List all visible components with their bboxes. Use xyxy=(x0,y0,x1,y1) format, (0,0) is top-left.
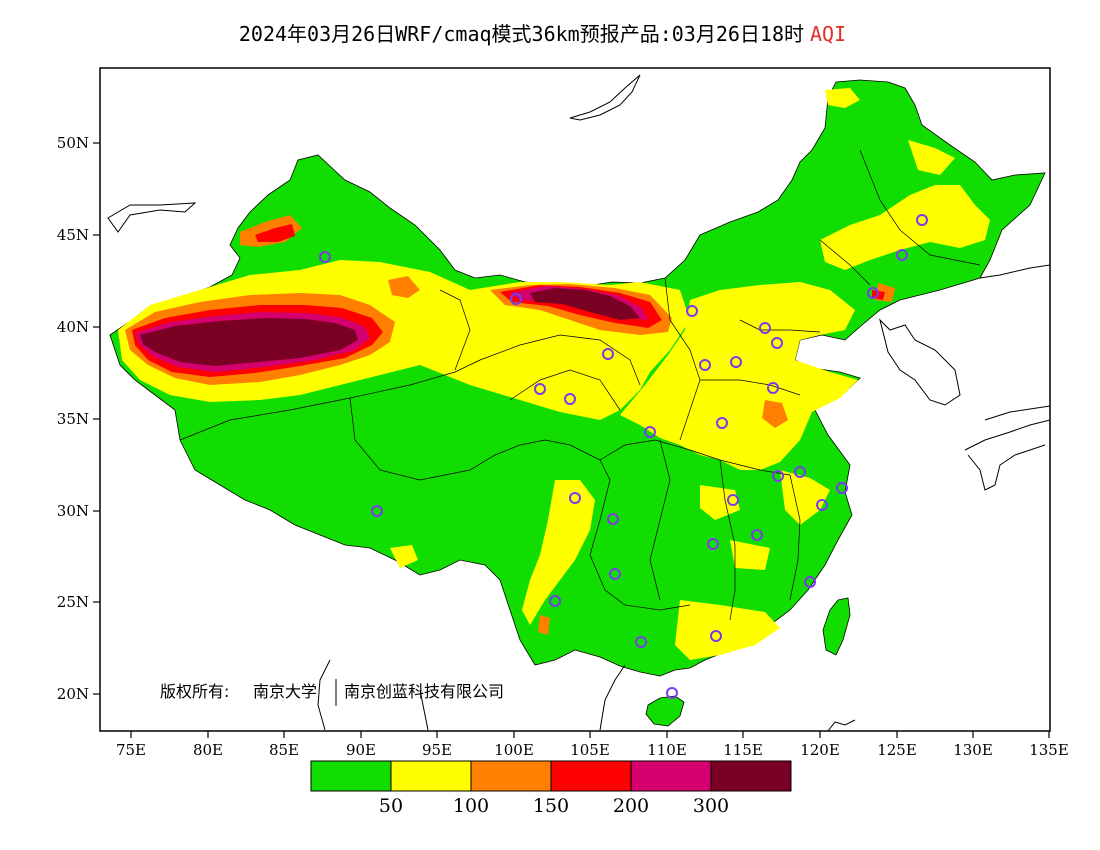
map-title: 2024年03月26日WRF/cmaq模式36km预报产品:03月26日18时 A… xyxy=(0,18,1085,47)
aqi-zone-above-300 xyxy=(140,288,640,366)
legend-swatch xyxy=(390,760,472,792)
legend-swatch xyxy=(310,760,392,792)
legend-label: 300 xyxy=(693,795,729,817)
x-tick-label: 75E xyxy=(116,741,146,759)
aqi-legend: 50 100 150 200 300 xyxy=(310,760,792,817)
x-tick-label: 95E xyxy=(422,741,452,759)
title-main: 2024年03月26日WRF/cmaq模式36km预报产品:03月26日18时 xyxy=(238,22,804,46)
x-tick-label: 115E xyxy=(723,741,763,759)
x-tick-label: 125E xyxy=(877,741,917,759)
x-tick-label: 80E xyxy=(193,741,223,759)
y-tick-label: 30N xyxy=(57,502,89,520)
x-tick-label: 90E xyxy=(346,741,376,759)
copyright-notice: 版权所有: 南京大学 南京创蓝科技有限公司 xyxy=(160,679,504,706)
monitoring-stations xyxy=(319,214,928,699)
copyright-prefix: 版权所有: xyxy=(160,682,229,701)
title-product: AQI xyxy=(809,22,847,46)
map-content xyxy=(107,74,1050,731)
copyright-org-nju: 南京大学 xyxy=(253,682,317,701)
hainan-island xyxy=(645,695,685,727)
x-tick-label: 135E xyxy=(1029,741,1069,759)
x-tick-label: 120E xyxy=(800,741,840,759)
legend-label: 50 xyxy=(379,795,403,817)
x-tick-label: 110E xyxy=(647,741,687,759)
y-tick-label: 20N xyxy=(57,685,89,703)
y-tick-label: 45N xyxy=(57,226,89,244)
x-tick-label: 85E xyxy=(269,741,299,759)
x-axis-labels: 75E 80E 85E 90E 95E 100E 105E 110E 115E … xyxy=(116,741,1069,759)
x-tick-label: 130E xyxy=(953,741,993,759)
y-tick-label: 25N xyxy=(57,593,89,611)
neighbor-coastlines xyxy=(107,74,1050,731)
legend-label: 200 xyxy=(613,795,649,817)
y-tick-label: 40N xyxy=(57,318,89,336)
y-axis-labels: 50N 45N 40N 35N 30N 25N 20N xyxy=(57,134,89,703)
y-axis xyxy=(93,142,100,695)
legend-label: 100 xyxy=(453,795,489,817)
x-tick-label: 105E xyxy=(570,741,610,759)
y-tick-label: 35N xyxy=(57,410,89,428)
y-tick-label: 50N xyxy=(57,134,89,152)
legend-swatch xyxy=(470,760,552,792)
taiwan-island xyxy=(822,597,851,656)
copyright-org-company: 南京创蓝科技有限公司 xyxy=(344,682,504,701)
x-tick-label: 100E xyxy=(494,741,534,759)
legend-label: 150 xyxy=(533,795,569,817)
province-borders xyxy=(179,149,981,621)
x-axis xyxy=(130,731,1050,738)
legend-swatch xyxy=(710,760,792,792)
legend-swatch xyxy=(630,760,712,792)
legend-swatch xyxy=(550,760,632,792)
